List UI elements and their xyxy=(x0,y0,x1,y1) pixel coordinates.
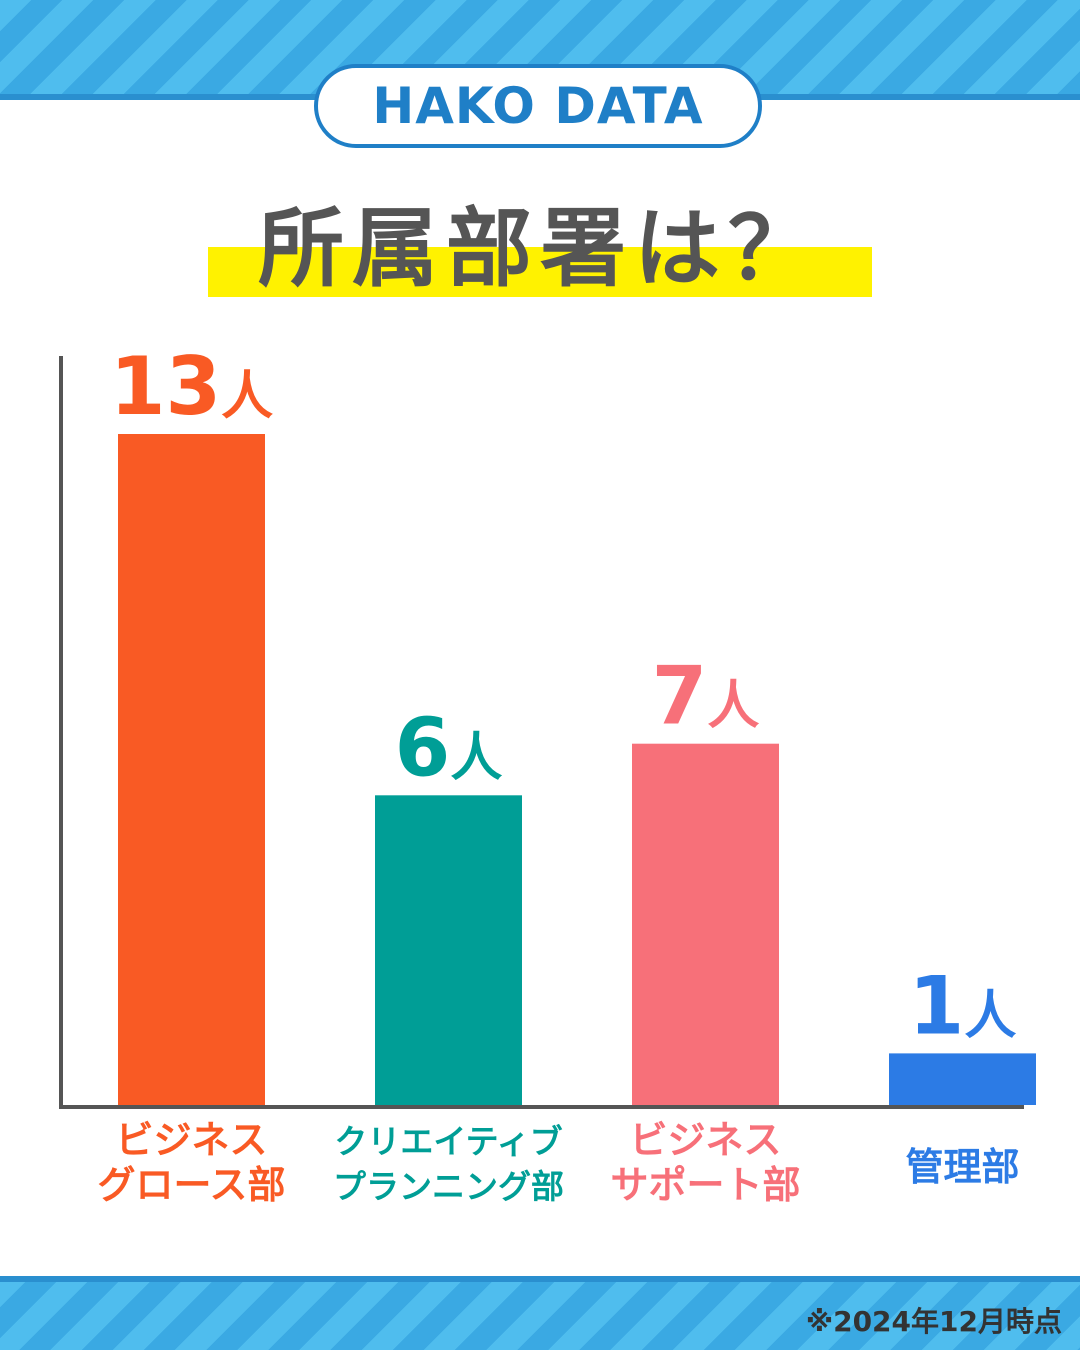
bar-value-label-4: 1人 xyxy=(909,959,1017,1052)
bars-layer xyxy=(118,434,1036,1105)
title-highlight xyxy=(208,247,872,297)
value-labels-layer: 13人 6人 7人 1人 xyxy=(110,340,1017,1052)
bar-4 xyxy=(889,1053,1036,1105)
bar-1 xyxy=(118,434,265,1105)
brand-badge: HAKO DATA xyxy=(314,64,762,148)
bar-3 xyxy=(632,743,779,1105)
bar-value-label-2: 6人 xyxy=(395,701,503,794)
bar-value-label-3: 7人 xyxy=(652,650,760,743)
category-label-4: 管理部 xyxy=(905,1145,1019,1189)
bar-value-label-1: 13人 xyxy=(110,340,273,433)
bottom-stripe-band xyxy=(0,1276,1080,1350)
bottom-band-edge xyxy=(0,1276,1080,1282)
footnote: ※2024年12月時点 xyxy=(805,1305,1062,1338)
category-label-2: クリエイティブプランニング部 xyxy=(333,1122,564,1206)
brand-text: HAKO DATA xyxy=(372,77,704,135)
page-title: 所属部署は？ xyxy=(258,199,822,299)
bar-2 xyxy=(375,795,522,1105)
category-label-3: ビジネスサポート部 xyxy=(610,1118,800,1207)
category-label-1: ビジネスグロース部 xyxy=(97,1118,285,1207)
